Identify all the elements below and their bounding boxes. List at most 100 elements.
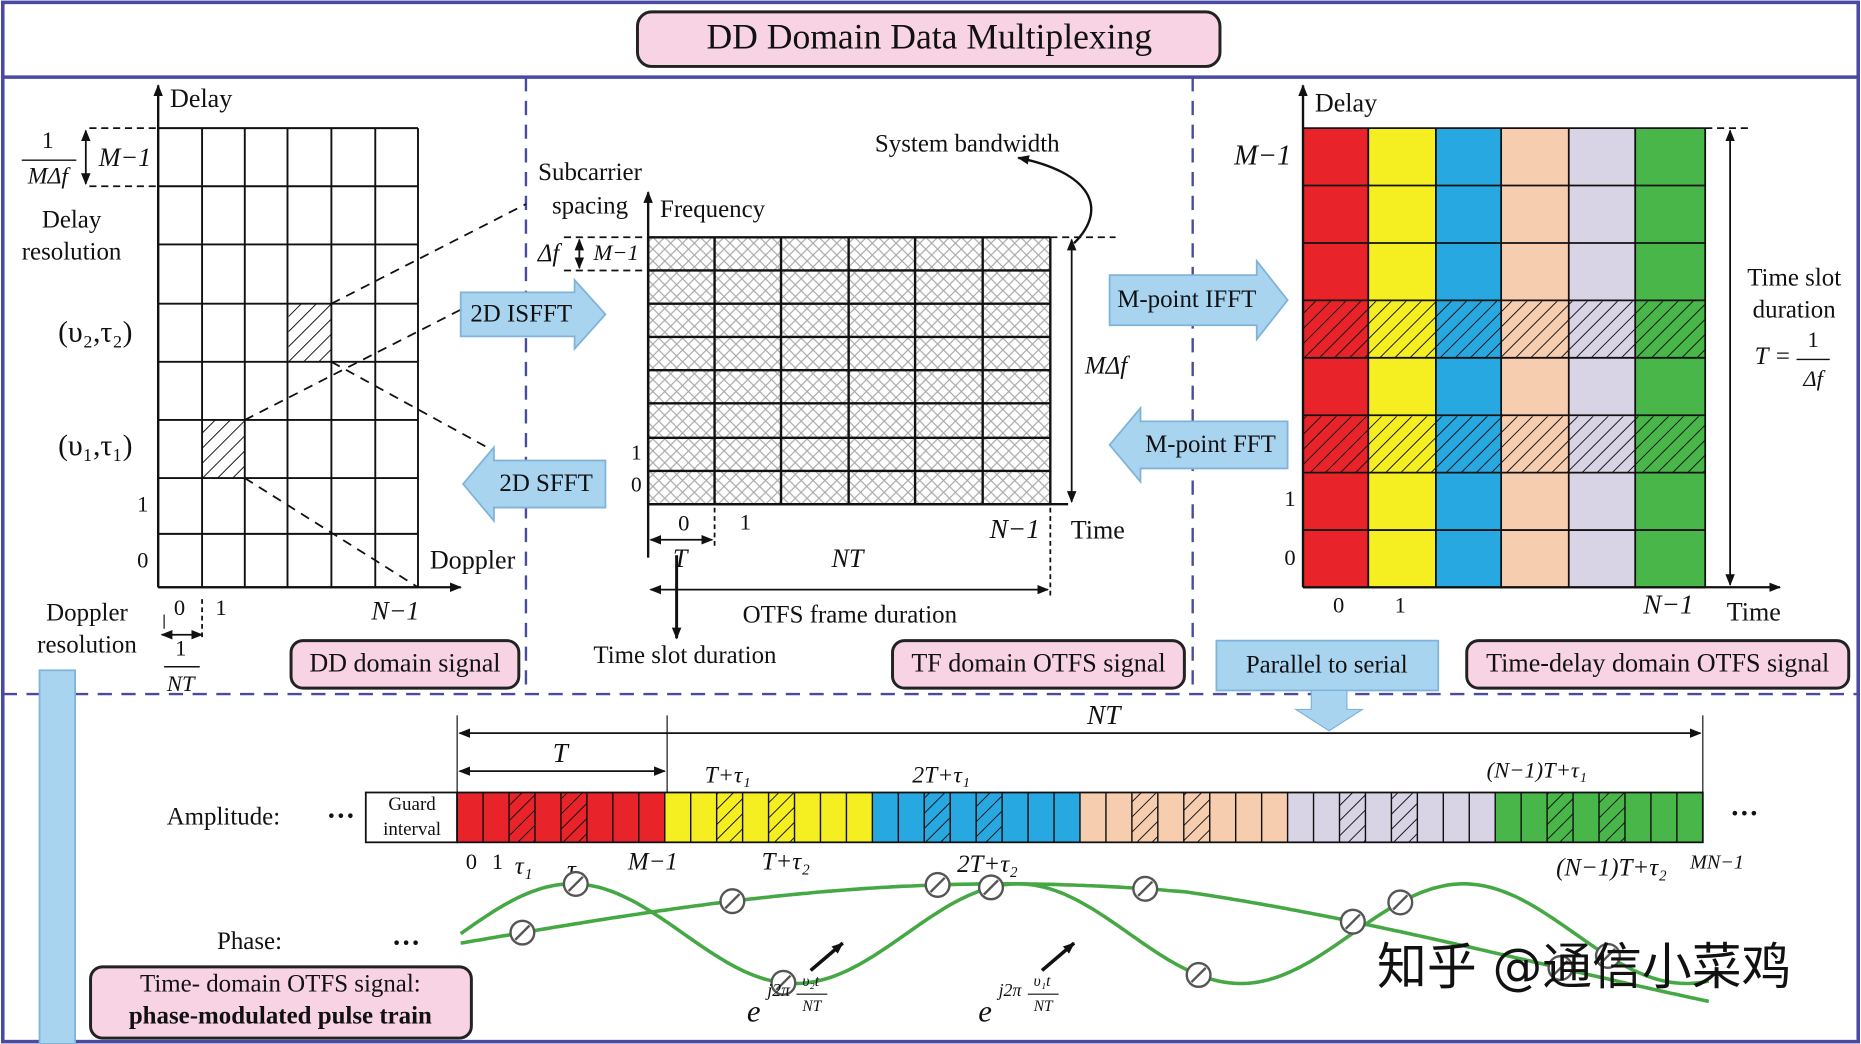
sample-slash [929,876,946,893]
label: (N−1)T+τ₁ [1487,757,1587,782]
hatched-pulse [1391,792,1418,843]
label: spacing [552,192,628,219]
hatched-row [1303,301,1706,359]
label: ··· [392,928,420,959]
projection [330,203,527,305]
phase-wave [459,882,1710,986]
caption-box [89,965,473,1040]
label: e [978,994,992,1028]
label: (υ₁,τ₁) [58,430,132,462]
label: 0 [466,849,477,874]
label: (N−1)T+τ₂ [1556,854,1667,881]
label: Delay [170,84,232,113]
guard-box [364,791,459,844]
title: DD Domain Data Multiplexing [706,17,1152,57]
transform-label: 2D ISFFT [470,300,572,327]
label: υ₂t [802,973,819,990]
side-bar [38,669,77,1044]
label: 0 [1284,545,1295,570]
sample-slash [983,879,999,896]
label: T [553,738,570,768]
label: Frequency [660,196,766,223]
sample-slash [1599,947,1616,964]
sample-slash [1392,894,1409,911]
pointer [1040,941,1076,972]
label: resolution [22,239,122,266]
label: 1 [42,128,54,154]
label: NT [801,998,822,1015]
label: N−1 [1642,590,1693,620]
label: 0 [137,548,148,573]
label: M−1 [98,143,151,172]
transform-label: 2D SFFT [499,470,592,497]
label: Amplitude: [167,803,280,830]
projection [244,477,419,589]
label: System bandwidth [875,131,1060,158]
label: Guard [388,794,436,815]
hatched-pulse [1131,792,1158,843]
p2s-arrow [1293,689,1365,732]
label: 0 [1333,593,1344,618]
hatched-pulse [560,792,587,843]
sample-slash [724,893,741,910]
label: 1 [492,849,503,874]
sample-slash [1552,960,1569,977]
label: MΔf [27,163,72,189]
label: 1 [1395,593,1406,618]
hatched-cell [288,303,332,362]
caption: DD domain signal [309,649,500,678]
transform-label: Parallel to serial [1246,651,1408,678]
label: j2π [997,980,1023,1000]
label: Time slot [1747,265,1841,292]
label: Doppler [46,599,128,626]
caption: phase-modulated pulse train [129,1003,432,1030]
transform-arrow [1108,258,1289,342]
caption: Time-delay domain OTFS signal [1486,649,1829,678]
pointer [809,941,844,972]
sample-slash [775,974,792,991]
label: 2T+τ₁ [912,763,970,789]
hatched-pulse [1183,792,1210,843]
label: OTFS frame duration [743,602,958,629]
sample-slash [567,875,584,892]
label: NT [1086,700,1122,730]
label: M−1 [1233,140,1291,171]
label: Time [1071,516,1125,545]
label: e [747,994,761,1028]
hatched-cell [202,419,245,479]
label: 1 [137,492,148,517]
label: 1 [1808,327,1819,352]
label: Time slot duration [593,642,777,669]
caption: Time- domain OTFS signal: [140,971,421,998]
label: ··· [327,801,355,832]
caption-box [1465,639,1851,690]
label: T = [1755,343,1791,370]
label: MΔf [1084,352,1130,379]
label: T+τ₂ [762,848,811,875]
title-box [635,10,1222,68]
label: 1 [215,595,226,620]
label: NT [1033,998,1054,1015]
hatched-pulse [716,792,743,843]
label: Delay [1315,89,1377,118]
projection [244,307,464,421]
label: Delay [42,207,102,234]
transform-arrow [459,277,607,352]
p2s-box [1215,639,1440,692]
label: j2π [765,980,791,1000]
label: 0 [174,595,185,620]
label: MN−1 [1689,851,1744,873]
transform-label: M-point IFFT [1117,286,1256,313]
transform-arrow [461,444,607,524]
label: N−1 [989,514,1040,544]
label: 0 [678,511,689,536]
label: (υ₂,τ₂) [58,316,132,348]
label: υ₁t [1034,973,1051,990]
label: 2T+τ₂ [957,851,1018,878]
caption: TF domain OTFS signal [911,649,1165,678]
label: T+τ₁ [705,763,751,789]
hatched-pulse [1599,792,1625,843]
label: Phase: [217,928,282,955]
